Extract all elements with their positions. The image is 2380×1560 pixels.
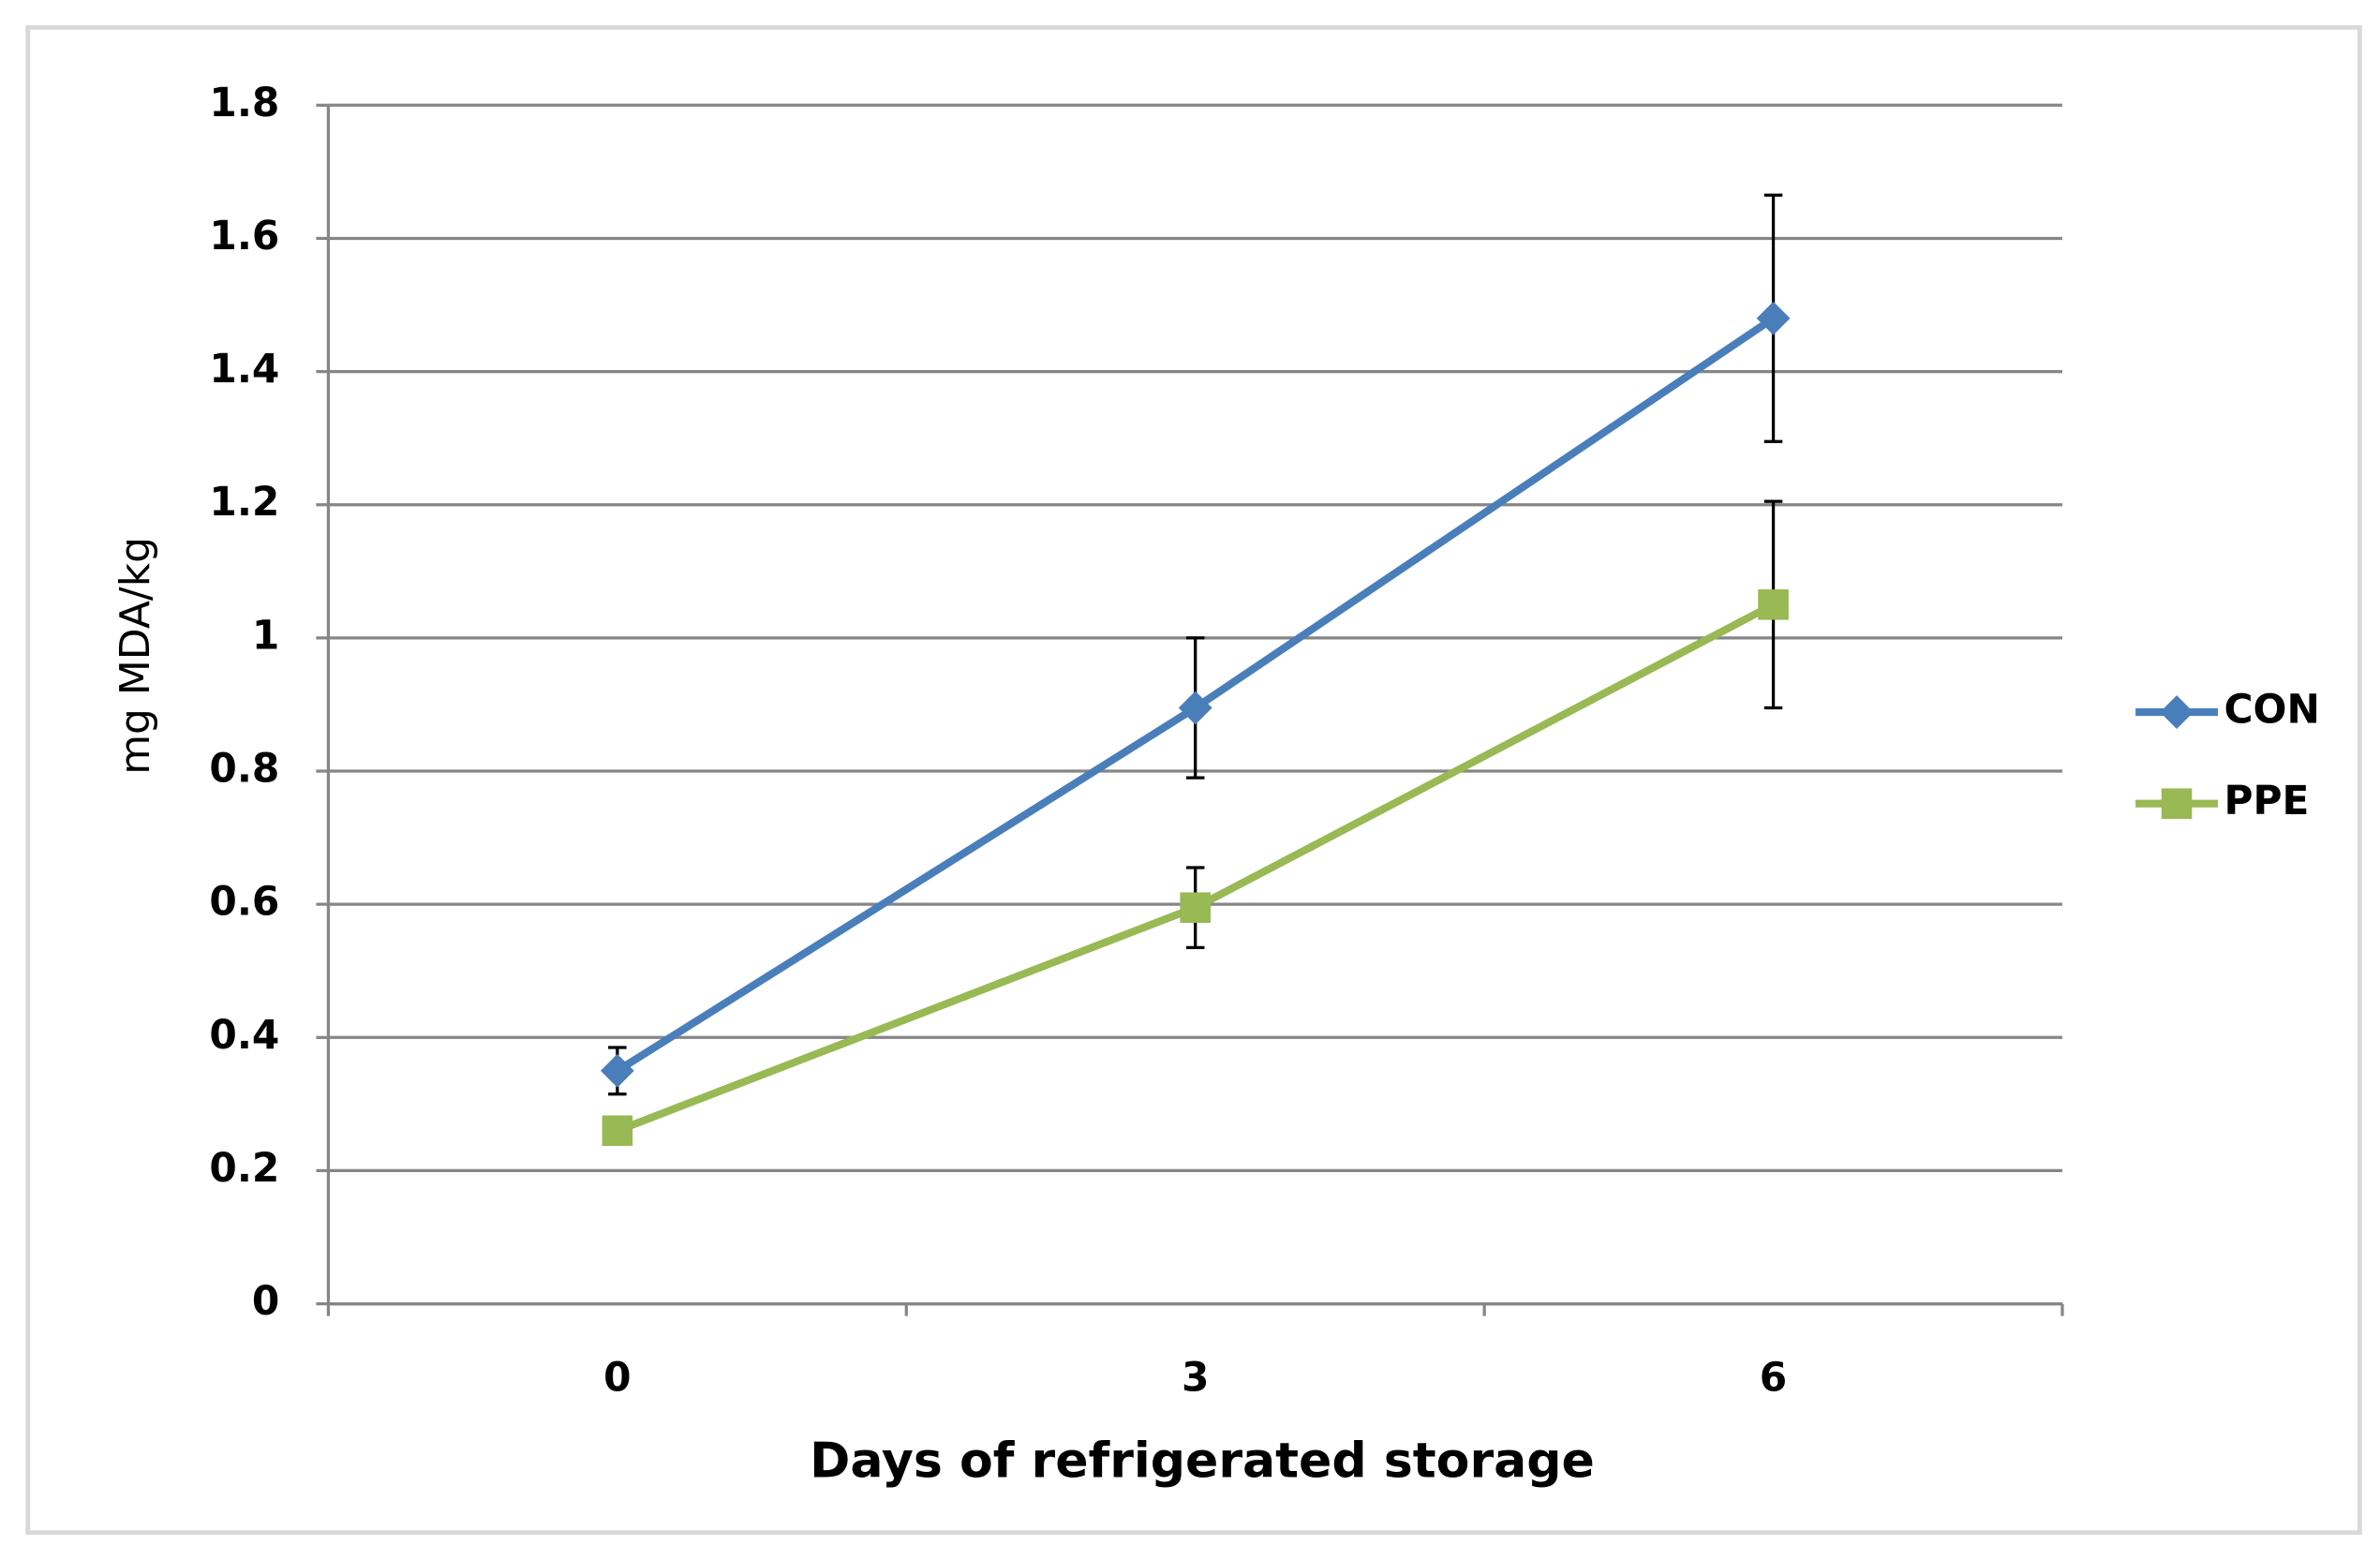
legend-label: CON — [2224, 687, 2319, 733]
marker — [1758, 589, 1789, 620]
y-tick-label: 1 — [252, 612, 279, 658]
y-tick-label: 1.4 — [209, 346, 279, 392]
x-axis-title: Days of refrigerated storage — [810, 1433, 1595, 1489]
y-tick-label: 0.8 — [209, 746, 279, 792]
legend-label: PPE — [2224, 778, 2309, 824]
y-tick-label: 0.4 — [209, 1012, 279, 1058]
x-tick-label: 0 — [603, 1354, 631, 1400]
chart-frame — [25, 24, 2362, 1536]
marker — [602, 1115, 633, 1147]
y-tick-label: 0 — [252, 1278, 279, 1324]
y-axis-title: mg MDA/kg — [112, 537, 159, 775]
x-tick-label: 6 — [1760, 1354, 1787, 1400]
marker — [1756, 301, 1791, 335]
marker — [600, 1053, 634, 1088]
y-tick-label: 1.6 — [209, 213, 279, 259]
marker — [2161, 788, 2193, 820]
y-tick-label: 0.2 — [209, 1145, 279, 1191]
y-tick-label: 1.2 — [209, 479, 279, 525]
marker — [1178, 691, 1212, 725]
y-tick-label: 1.8 — [209, 80, 279, 126]
x-tick-label: 3 — [1182, 1354, 1209, 1400]
y-tick-label: 0.6 — [209, 879, 279, 925]
marker — [1180, 892, 1211, 923]
